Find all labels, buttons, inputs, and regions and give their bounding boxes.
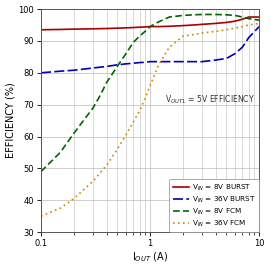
V$_{IN}$ = 36V BURST [201, 60, 204, 63]
V$_{IN}$ = 36V BURST [214, 58, 217, 62]
V$_{IN}$ = 36V BURST [72, 69, 76, 72]
V$_{IN}$ = 8V FCM [59, 151, 62, 154]
V$_{IN}$ = 8V BURST [105, 27, 108, 30]
V$_{IN}$ = 36V BURST [105, 65, 108, 68]
V$_{IN}$ = 36V BURST [143, 61, 147, 64]
V$_{IN}$ = 8V FCM [124, 52, 127, 55]
V$_{IN}$ = 8V BURST [258, 15, 261, 19]
V$_{IN}$ = 8V FCM [157, 20, 160, 23]
V$_{IN}$ = 36V BURST [241, 46, 244, 49]
V$_{IN}$ = 36V FCM [181, 35, 185, 38]
V$_{IN}$ = 36V BURST [92, 66, 95, 70]
V$_{IN}$ = 8V BURST [124, 26, 127, 29]
V$_{IN}$ = 36V BURST [39, 71, 43, 75]
Line: V$_{IN}$ = 8V FCM: V$_{IN}$ = 8V FCM [41, 15, 259, 171]
X-axis label: I$_{OUT}$ (A): I$_{OUT}$ (A) [132, 251, 168, 264]
V$_{IN}$ = 8V FCM [39, 170, 43, 173]
V$_{IN}$ = 36V FCM [59, 207, 62, 210]
V$_{IN}$ = 36V FCM [116, 148, 119, 151]
V$_{IN}$ = 8V FCM [181, 14, 185, 17]
V$_{IN}$ = 8V FCM [241, 15, 244, 19]
V$_{IN}$ = 36V BURST [138, 61, 141, 64]
V$_{IN}$ = 8V BURST [148, 25, 152, 28]
V$_{IN}$ = 8V FCM [148, 25, 152, 28]
V$_{IN}$ = 36V FCM [124, 133, 127, 137]
V$_{IN}$ = 8V BURST [247, 15, 250, 19]
V$_{IN}$ = 8V BURST [72, 28, 76, 31]
V$_{IN}$ = 36V BURST [157, 60, 160, 63]
V$_{IN}$ = 8V FCM [225, 13, 228, 16]
V$_{IN}$ = 8V BURST [233, 19, 237, 23]
V$_{IN}$ = 8V BURST [92, 27, 95, 31]
V$_{IN}$ = 8V FCM [258, 19, 261, 22]
V$_{IN}$ = 36V BURST [247, 36, 250, 39]
V$_{IN}$ = 8V BURST [214, 22, 217, 25]
V$_{IN}$ = 8V BURST [201, 23, 204, 26]
V$_{IN}$ = 36V BURST [148, 60, 152, 63]
Line: V$_{IN}$ = 36V BURST: V$_{IN}$ = 36V BURST [41, 26, 259, 73]
V$_{IN}$ = 36V FCM [168, 46, 171, 49]
V$_{IN}$ = 36V FCM [192, 33, 195, 36]
V$_{IN}$ = 36V FCM [39, 215, 43, 218]
V$_{IN}$ = 36V BURST [258, 25, 261, 28]
Line: V$_{IN}$ = 8V BURST: V$_{IN}$ = 8V BURST [41, 17, 259, 30]
Text: V$_{OUT1}$ = 5V EFFICIENCY: V$_{OUT1}$ = 5V EFFICIENCY [165, 94, 255, 106]
V$_{IN}$ = 8V BURST [59, 28, 62, 31]
V$_{IN}$ = 36V FCM [214, 30, 217, 33]
V$_{IN}$ = 8V FCM [214, 13, 217, 16]
V$_{IN}$ = 36V FCM [233, 26, 237, 30]
V$_{IN}$ = 8V FCM [116, 65, 119, 68]
V$_{IN}$ = 36V FCM [247, 23, 250, 27]
V$_{IN}$ = 36V BURST [233, 52, 237, 55]
V$_{IN}$ = 8V BURST [143, 25, 147, 29]
Line: V$_{IN}$ = 36V FCM: V$_{IN}$ = 36V FCM [41, 23, 259, 216]
V$_{IN}$ = 8V BURST [192, 23, 195, 27]
V$_{IN}$ = 8V FCM [233, 14, 237, 17]
V$_{IN}$ = 8V BURST [241, 18, 244, 21]
V$_{IN}$ = 36V FCM [157, 63, 160, 66]
V$_{IN}$ = 36V FCM [225, 28, 228, 31]
V$_{IN}$ = 8V BURST [39, 28, 43, 31]
V$_{IN}$ = 36V BURST [181, 60, 185, 63]
V$_{IN}$ = 8V FCM [105, 81, 108, 84]
V$_{IN}$ = 36V FCM [138, 109, 141, 113]
V$_{IN}$ = 36V BURST [124, 62, 127, 66]
V$_{IN}$ = 36V FCM [241, 25, 244, 28]
V$_{IN}$ = 8V FCM [192, 13, 195, 16]
V$_{IN}$ = 8V BURST [225, 21, 228, 24]
V$_{IN}$ = 8V FCM [168, 15, 171, 19]
V$_{IN}$ = 8V FCM [201, 13, 204, 16]
V$_{IN}$ = 8V BURST [168, 25, 171, 28]
V$_{IN}$ = 8V FCM [72, 132, 76, 135]
V$_{IN}$ = 36V BURST [168, 60, 171, 63]
V$_{IN}$ = 36V FCM [148, 84, 152, 87]
V$_{IN}$ = 36V BURST [116, 63, 119, 66]
V$_{IN}$ = 8V FCM [99, 93, 102, 97]
V$_{IN}$ = 8V FCM [92, 106, 95, 109]
V$_{IN}$ = 8V BURST [138, 26, 141, 29]
V$_{IN}$ = 8V FCM [143, 30, 147, 33]
V$_{IN}$ = 36V BURST [131, 62, 135, 65]
V$_{IN}$ = 36V BURST [225, 57, 228, 60]
V$_{IN}$ = 8V BURST [181, 24, 185, 27]
V$_{IN}$ = 8V FCM [247, 17, 250, 20]
Legend: V$_{IN}$ = 8V BURST, V$_{IN}$ = 36V BURST, V$_{IN}$ = 8V FCM, V$_{IN}$ = 36V FCM: V$_{IN}$ = 8V BURST, V$_{IN}$ = 36V BURS… [169, 179, 259, 232]
V$_{IN}$ = 36V FCM [105, 164, 108, 167]
V$_{IN}$ = 36V BURST [192, 60, 195, 63]
V$_{IN}$ = 8V BURST [116, 26, 119, 30]
V$_{IN}$ = 36V BURST [59, 70, 62, 73]
V$_{IN}$ = 36V FCM [143, 97, 147, 100]
V$_{IN}$ = 36V FCM [92, 180, 95, 183]
V$_{IN}$ = 36V FCM [131, 121, 135, 124]
V$_{IN}$ = 36V FCM [72, 197, 76, 200]
V$_{IN}$ = 8V BURST [157, 25, 160, 28]
V$_{IN}$ = 8V FCM [131, 41, 135, 44]
Y-axis label: EFFICIENCY (%): EFFICIENCY (%) [6, 83, 16, 158]
V$_{IN}$ = 36V FCM [201, 31, 204, 35]
V$_{IN}$ = 36V FCM [258, 22, 261, 25]
V$_{IN}$ = 8V BURST [131, 26, 135, 29]
V$_{IN}$ = 8V FCM [138, 35, 141, 38]
